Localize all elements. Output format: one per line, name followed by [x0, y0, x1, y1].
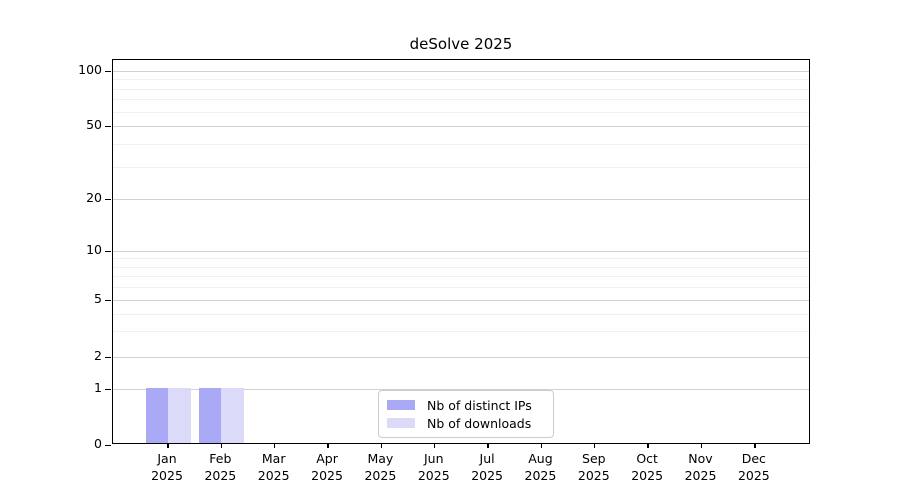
- x-tick-mark: [754, 443, 756, 448]
- x-tick-label: Mar 2025: [257, 451, 290, 483]
- x-tick-label: Feb 2025: [204, 451, 237, 483]
- minor-gridline: [113, 79, 809, 81]
- x-tick-label: Sep 2025: [577, 451, 610, 483]
- legend-label: Nb of downloads: [427, 415, 532, 431]
- x-tick-mark: [327, 443, 329, 448]
- legend: Nb of distinct IPs Nb of downloads: [378, 390, 554, 438]
- major-gridline: [113, 199, 809, 200]
- major-gridline: [113, 71, 809, 72]
- y-tick-label: 50: [86, 117, 102, 132]
- minor-gridline: [113, 313, 809, 315]
- x-tick-mark: [594, 443, 596, 448]
- major-gridline: [113, 356, 809, 358]
- legend-row: Nb of distinct IPs: [387, 397, 544, 413]
- x-tick-label: Dec 2025: [737, 451, 770, 483]
- bar: [198, 387, 222, 443]
- plot-area: [105, 59, 810, 448]
- y-tick-label: 20: [86, 190, 102, 205]
- x-tick-label: Jan 2025: [151, 451, 183, 483]
- legend-swatch-distinct-ips-icon: [387, 400, 415, 410]
- y-tick-mark: [105, 71, 111, 73]
- legend-swatch-downloads-icon: [387, 418, 415, 428]
- x-tick-label: Aug 2025: [524, 451, 557, 483]
- y-tick-label: 100: [78, 62, 102, 77]
- x-tick-mark: [220, 443, 223, 448]
- x-tick-label: Apr 2025: [311, 451, 343, 483]
- x-tick-label: Jun 2025: [417, 451, 450, 483]
- x-tick-label: Jul 2025: [471, 451, 503, 483]
- x-tick-mark: [274, 443, 276, 448]
- x-tick-mark: [487, 443, 489, 448]
- y-tick-label: 5: [94, 291, 102, 306]
- x-tick-mark: [380, 443, 383, 448]
- minor-gridline: [113, 258, 809, 260]
- minor-gridline: [113, 143, 809, 145]
- y-tick-mark: [105, 251, 111, 253]
- y-tick-label: 10: [86, 242, 102, 257]
- bar: [221, 387, 244, 443]
- y-tick-label: 0: [94, 435, 102, 451]
- minor-gridline: [113, 331, 809, 333]
- minor-gridline: [113, 266, 809, 268]
- y-tick-label: 2: [94, 347, 102, 363]
- bar: [168, 387, 191, 443]
- y-tick-mark: [105, 126, 111, 128]
- minor-gridline: [113, 287, 809, 289]
- legend-label: Nb of distinct IPs: [427, 397, 532, 413]
- x-tick-mark: [540, 443, 543, 448]
- x-tick-label: Oct 2025: [631, 451, 664, 483]
- major-gridline: [113, 126, 809, 127]
- minor-gridline: [113, 99, 809, 101]
- y-tick-mark: [105, 444, 111, 446]
- minor-gridline: [113, 166, 809, 168]
- x-tick-mark: [700, 443, 703, 448]
- x-tick-mark: [434, 443, 436, 448]
- y-tick-mark: [105, 356, 111, 358]
- y-tick-mark: [105, 199, 111, 201]
- major-gridline: [113, 251, 809, 252]
- legend-row: Nb of downloads: [387, 415, 544, 431]
- x-tick-label: Nov 2025: [684, 451, 717, 483]
- major-gridline: [113, 300, 809, 301]
- bar: [145, 387, 168, 443]
- major-gridline: [113, 389, 809, 390]
- y-tick-mark: [105, 389, 111, 391]
- minor-gridline: [113, 88, 809, 90]
- minor-gridline: [113, 111, 809, 113]
- y-tick-label: 1: [94, 380, 102, 395]
- x-tick-mark: [647, 443, 649, 448]
- x-tick-mark: [167, 443, 169, 448]
- minor-gridline: [113, 276, 809, 278]
- y-tick-mark: [105, 300, 111, 302]
- chart-title: deSolve 2025: [409, 35, 513, 53]
- x-tick-label: May 2025: [364, 451, 397, 483]
